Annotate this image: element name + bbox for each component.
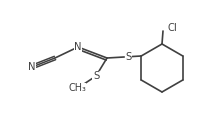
Text: CH₃: CH₃ [68, 83, 86, 93]
Text: S: S [125, 52, 131, 62]
Text: N: N [74, 42, 82, 52]
Text: S: S [93, 71, 99, 81]
Text: Cl: Cl [168, 23, 178, 33]
Text: N: N [28, 62, 36, 72]
